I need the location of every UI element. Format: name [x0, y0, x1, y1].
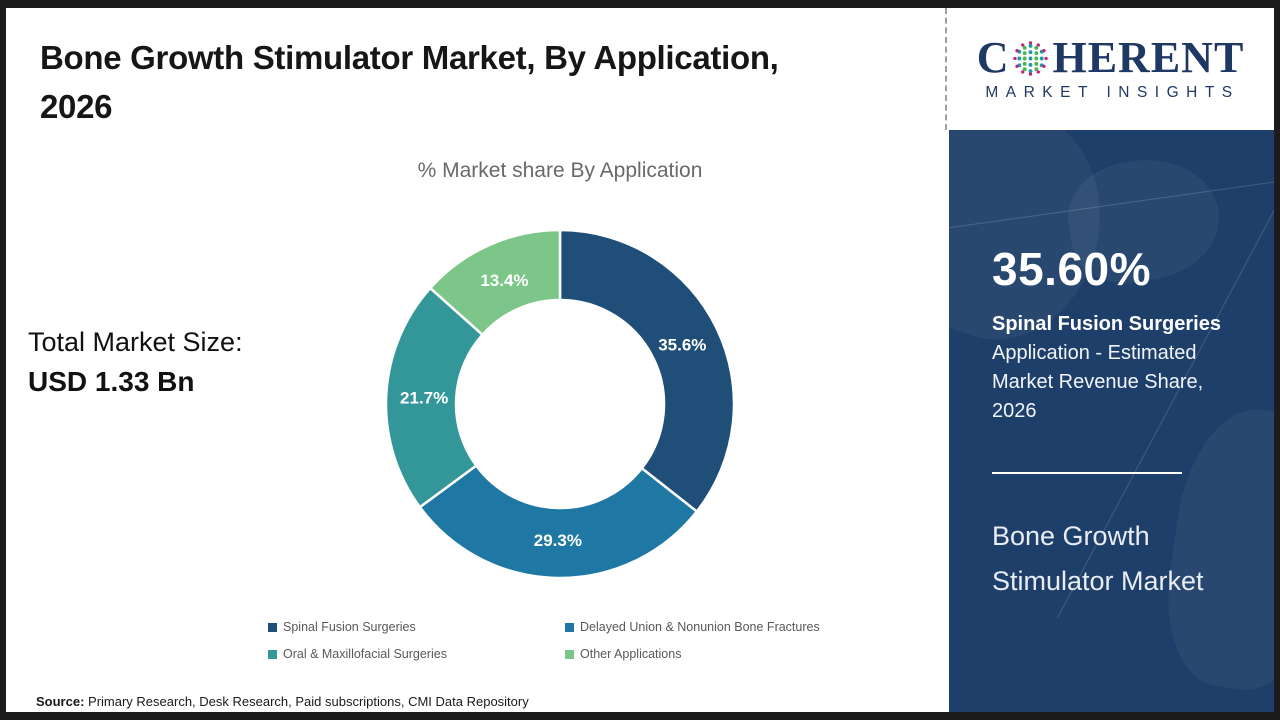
logo-globe-dot: [1029, 40, 1033, 45]
legend-label: Delayed Union & Nonunion Bone Fractures: [580, 620, 820, 634]
legend-label: Other Applications: [580, 647, 682, 661]
logo-globe-dot: [1037, 42, 1041, 47]
brand-letters-rest: HERENT: [1052, 33, 1245, 82]
chart-subtitle: % Market share By Application: [417, 159, 703, 182]
logo-globe-dot: [1029, 49, 1033, 54]
logo-globe-dot: [1029, 56, 1033, 60]
sidebar: C HERENT MARKET INSIGHTS 35.60% Spinal F…: [945, 8, 1274, 712]
page-title-line2: 2026: [40, 88, 113, 125]
logo-globe-dot: [1040, 56, 1045, 60]
legend-item-0: Spinal Fusion Surgeries: [268, 620, 565, 634]
highlight-percentage: 35.60%: [992, 243, 1152, 295]
sidebar-content: 35.60% Spinal Fusion Surgeries Applicati…: [949, 130, 1274, 604]
legend-swatch-icon: [565, 649, 574, 659]
logo-globe-dot: [1029, 43, 1033, 48]
logo-globe-dot: [1042, 64, 1047, 68]
logo-globe-dot: [1023, 56, 1028, 60]
page-title-line1: Bone Growth Stimulator Market, By Applic…: [40, 39, 779, 76]
brand-logo: C HERENT MARKET INSIGHTS: [945, 8, 1274, 130]
logo-globe-dot: [1029, 68, 1033, 73]
donut-segment-0: [558, 228, 736, 513]
donut-chart-svg: 35.6% 29.3% 21.7% 13.4%: [384, 228, 736, 580]
donut-chart: 35.6% 29.3% 21.7% 13.4%: [360, 204, 760, 604]
logo-globe-dot: [1029, 71, 1033, 76]
logo-globe-dot: [1015, 48, 1020, 52]
sidebar-panel: 35.60% Spinal Fusion Surgeries Applicati…: [949, 130, 1274, 712]
legend-swatch-icon: [268, 649, 277, 659]
total-market-size: Total Market Size: USD 1.33 Bn: [28, 327, 243, 398]
legend-swatch-icon: [565, 622, 574, 632]
logo-globe-dot: [1042, 48, 1047, 52]
logo-globe-dot: [1034, 45, 1039, 50]
logo-globe-dot: [1021, 69, 1025, 74]
total-market-size-value: USD 1.33 Bn: [28, 366, 195, 397]
logo-globe-dot: [1017, 56, 1022, 60]
legend-swatch-icon: [268, 622, 277, 632]
logo-globe-dot: [1034, 66, 1039, 71]
logo-globe-dot: [1029, 62, 1033, 67]
logo-globe-dot: [1023, 50, 1028, 55]
brand-logo-wordmark: C HERENT: [977, 36, 1245, 80]
source-note: Source: Primary Research, Desk Research,…: [36, 694, 529, 709]
logo-globe-dot: [1034, 56, 1039, 60]
logo-globe-icon: [1013, 40, 1049, 76]
logo-globe-dot: [1034, 61, 1039, 66]
source-label: Source:: [36, 694, 85, 709]
logo-globe-dot: [1023, 66, 1028, 71]
donut-segment-label-1: 29.3%: [534, 531, 582, 550]
logo-globe-dot: [1034, 50, 1039, 55]
highlight-description: Application - Estimated Market Revenue S…: [992, 342, 1204, 422]
report-title: Bone Growth Stimulator Market: [992, 521, 1204, 596]
legend-label: Oral & Maxillofacial Surgeries: [283, 647, 447, 661]
logo-globe-dot: [1013, 56, 1018, 60]
brand-tagline: MARKET INSIGHTS: [985, 84, 1240, 101]
donut-segment-2: [384, 286, 484, 509]
logo-globe-dot: [1037, 69, 1041, 74]
chart-legend: Spinal Fusion Surgeries Delayed Union & N…: [268, 620, 820, 661]
logo-globe-dot: [1044, 56, 1049, 60]
donut-segment-label-2: 21.7%: [400, 389, 448, 408]
donut-segment-3: [428, 228, 562, 336]
brand-letter-c: C: [976, 33, 1010, 82]
legend-item-2: Oral & Maxillofacial Surgeries: [268, 647, 565, 661]
page-title: Bone Growth Stimulator Market, By Applic…: [40, 33, 930, 131]
legend-item-1: Delayed Union & Nonunion Bone Fractures: [565, 620, 820, 634]
logo-globe-dot: [1023, 61, 1028, 66]
sidebar-divider: [992, 472, 1182, 474]
legend-item-3: Other Applications: [565, 647, 820, 661]
total-market-size-label: Total Market Size:: [28, 327, 243, 357]
logo-globe-dot: [1015, 64, 1020, 68]
donut-segment-label-0: 35.6%: [658, 336, 706, 355]
highlight-segment-name: Spinal Fusion Surgeries: [992, 313, 1221, 335]
logo-globe-dot: [1023, 45, 1028, 50]
legend-label: Spinal Fusion Surgeries: [283, 620, 416, 634]
logo-globe-dot: [1021, 42, 1025, 47]
donut-segment-1: [418, 464, 699, 580]
donut-segment-label-3: 13.4%: [480, 271, 528, 290]
source-text: Primary Research, Desk Research, Paid su…: [84, 694, 529, 709]
